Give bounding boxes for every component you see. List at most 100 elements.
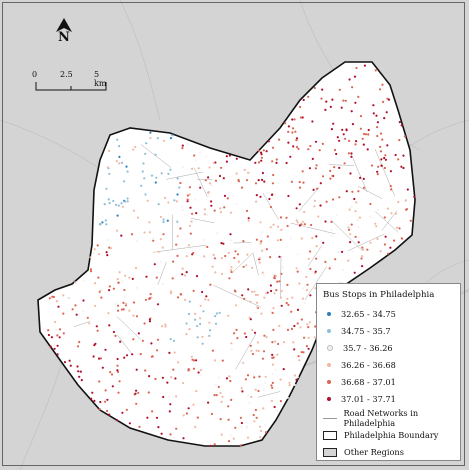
bus-stop-point xyxy=(202,310,205,313)
bus-stop-point xyxy=(259,242,262,245)
bus-stop-point xyxy=(333,166,336,169)
road-segment xyxy=(381,210,398,231)
bus-stop-point xyxy=(252,413,255,417)
bus-stop-point xyxy=(400,237,403,240)
bus-stop-point xyxy=(150,342,153,345)
bus-stop-point xyxy=(298,186,302,189)
bus-stop-point xyxy=(249,344,252,347)
bus-stop-point xyxy=(264,381,267,384)
bus-stop-point xyxy=(217,385,220,389)
bus-stop-point xyxy=(305,289,309,292)
bus-stop-point xyxy=(300,223,303,226)
bus-stop-point xyxy=(294,130,297,133)
bus-stop-point xyxy=(152,239,155,242)
bus-stop-point xyxy=(168,351,171,354)
bus-stop-point xyxy=(301,170,304,173)
bus-stop-point xyxy=(233,289,236,292)
bus-stop-point xyxy=(235,203,238,206)
bus-stop-point xyxy=(213,209,216,212)
bus-stop-point xyxy=(303,301,306,304)
bus-stop-point xyxy=(245,209,249,212)
bus-stop-point xyxy=(245,335,248,339)
bus-stop-point xyxy=(299,326,302,329)
bus-stop-point xyxy=(88,322,91,325)
bus-stop-point xyxy=(379,145,382,148)
bus-stop-point xyxy=(225,160,228,163)
bus-stop-point xyxy=(321,175,325,178)
legend-class-3: 35.7 - 36.26 xyxy=(323,342,393,354)
bus-stop-point xyxy=(287,141,290,144)
bus-stop-point xyxy=(293,348,296,351)
bus-stop-point xyxy=(258,257,261,260)
bus-stop-point xyxy=(370,164,374,167)
bus-stop-point xyxy=(329,177,332,180)
bus-stop-point xyxy=(185,271,188,274)
bus-stop-point xyxy=(197,371,200,374)
bus-stop-point xyxy=(287,130,290,133)
bus-stop-point xyxy=(47,333,51,337)
bus-stop-point xyxy=(220,272,224,276)
bus-stop-point xyxy=(330,128,333,131)
bus-stop-point xyxy=(301,297,304,300)
road-segment xyxy=(358,186,383,199)
bus-stop-point xyxy=(335,213,338,216)
bus-stop-point xyxy=(115,160,118,163)
bus-stop-point xyxy=(199,317,202,320)
bus-stop-point xyxy=(159,215,162,218)
bus-stop-point xyxy=(121,205,124,208)
bus-stop-point xyxy=(250,349,253,352)
bus-stop-point xyxy=(219,418,222,421)
bus-stop-point xyxy=(223,194,227,197)
bus-stop-point xyxy=(245,264,248,267)
bus-stop-point xyxy=(123,356,126,359)
bus-stop-point xyxy=(58,336,61,339)
bus-stop-point xyxy=(285,161,288,165)
bus-stop-point xyxy=(278,255,281,258)
bus-stop-point xyxy=(347,228,351,231)
bus-stop-point xyxy=(338,139,341,142)
bus-stop-point xyxy=(348,258,351,261)
bus-stop-point xyxy=(214,315,217,318)
bus-stop-point xyxy=(137,332,140,335)
bus-stop-point xyxy=(126,200,129,203)
road-segment xyxy=(290,222,336,235)
bus-stop-point xyxy=(166,381,169,384)
bus-stop-point xyxy=(162,395,165,399)
bus-stop-point xyxy=(270,384,273,387)
bus-stop-point xyxy=(182,382,185,385)
bus-stop-point xyxy=(253,331,257,334)
bus-stop-point xyxy=(394,153,397,157)
bus-stop-point xyxy=(168,410,171,413)
bus-stop-point xyxy=(230,398,233,401)
bus-stop-point xyxy=(351,250,354,253)
bus-stop-point xyxy=(164,196,167,200)
bus-stop-point xyxy=(227,314,230,317)
bus-stop-point xyxy=(308,321,311,324)
bus-stop-point xyxy=(171,277,174,280)
bus-stop-point xyxy=(54,328,57,331)
bus-stop-point xyxy=(173,199,176,202)
bus-stop-point xyxy=(96,329,99,332)
bus-stop-point xyxy=(279,400,282,403)
bus-stop-point xyxy=(230,348,234,351)
bus-stop-point xyxy=(122,301,125,304)
bus-stop-point xyxy=(376,170,379,173)
bus-stop-point xyxy=(132,301,136,304)
bus-stop-point xyxy=(92,251,95,254)
bus-stop-point xyxy=(286,283,289,286)
bus-stop-point xyxy=(185,333,188,336)
bus-stop-point xyxy=(360,257,363,260)
bus-stop-point xyxy=(257,179,260,182)
bus-stop-point xyxy=(279,378,282,381)
bus-stop-point xyxy=(351,86,354,89)
bus-stop-point xyxy=(227,418,230,421)
bus-stop-point xyxy=(275,161,278,164)
bus-stop-point xyxy=(247,219,250,222)
legend-title: Bus Stops in Philadelphia xyxy=(323,290,435,300)
bus-stop-point xyxy=(136,240,139,243)
bus-stop-point xyxy=(186,143,189,146)
bus-stop-point xyxy=(310,223,313,227)
bus-stop-point xyxy=(230,266,233,269)
bus-stop-point xyxy=(128,309,131,312)
bus-stop-point xyxy=(380,158,383,161)
